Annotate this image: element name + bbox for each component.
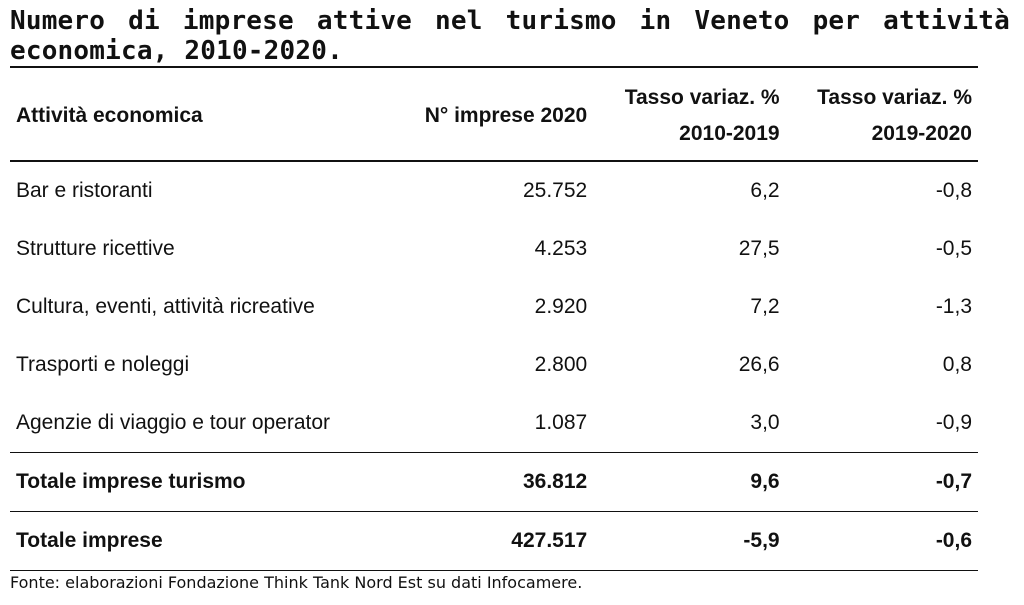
row-change-2019-2020: -1,3	[935, 295, 972, 318]
header-change-2019-2020: Tasso variaz. % 2019-2020	[785, 72, 978, 162]
source-note: Fonte: elaborazioni Fondazione Think Tan…	[10, 573, 583, 592]
row-change-2010-2019: 7,2	[750, 295, 780, 318]
row-count: 2.800	[534, 353, 588, 376]
header-change-2019-2020-period: 2019-2020	[871, 122, 972, 145]
total-all-label: Totale imprese	[10, 511, 392, 571]
enterprises-table: Attività economica N° imprese 2020 Tasso…	[10, 72, 978, 571]
title-divider	[10, 66, 978, 68]
row-change-2010-2019: 3,0	[750, 411, 780, 434]
total-all-change-2010-2019: -5,9	[593, 511, 786, 571]
header-change-2010-2019-label: Tasso variaz. %	[624, 86, 780, 109]
total-tourism-change-2010-2019: 9,6	[593, 452, 786, 512]
row-activity: Cultura, eventi, attività ricreative	[16, 295, 315, 318]
row-change-2019-2020: -0,5	[935, 237, 972, 260]
row-change-2019-2020: 0,8	[942, 353, 972, 376]
table-row: Trasporti e noleggi 2.800 26,6 0,8	[10, 336, 978, 394]
row-change-2019-2020: -0,9	[935, 411, 972, 434]
table-title: Numero di imprese attive nel turismo in …	[10, 6, 1010, 66]
row-change-2010-2019: 27,5	[738, 237, 780, 260]
total-all-count: 427.517	[392, 511, 594, 571]
total-tourism-count: 36.812	[392, 452, 594, 512]
row-activity: Trasporti e noleggi	[16, 353, 190, 376]
total-tourism-label: Totale imprese turismo	[10, 452, 392, 512]
table-row: Strutture ricettive 4.253 27,5 -0,5	[10, 220, 978, 278]
table-row: Agenzie di viaggio e tour operator 1.087…	[10, 394, 978, 453]
row-count: 1.087	[534, 411, 588, 434]
row-activity: Bar e ristoranti	[16, 179, 153, 202]
table-header-row: Attività economica N° imprese 2020 Tasso…	[10, 72, 978, 162]
header-change-2010-2019-period: 2010-2019	[679, 122, 780, 145]
row-count: 25.752	[522, 179, 588, 202]
total-tourism-row: Totale imprese turismo 36.812 9,6 -0,7	[10, 452, 978, 512]
total-tourism-change-2019-2020: -0,7	[785, 452, 978, 512]
row-activity: Strutture ricettive	[16, 237, 175, 260]
row-count: 2.920	[534, 295, 588, 318]
header-count: N° imprese 2020	[392, 72, 594, 162]
header-change-2019-2020-label: Tasso variaz. %	[817, 86, 972, 109]
header-change-2010-2019: Tasso variaz. % 2010-2019	[593, 72, 786, 162]
header-activity: Attività economica	[10, 72, 392, 162]
row-change-2010-2019: 6,2	[750, 179, 780, 202]
row-change-2010-2019: 26,6	[738, 353, 780, 376]
table-row: Bar e ristoranti 25.752 6,2 -0,8	[10, 161, 978, 220]
row-count: 4.253	[534, 237, 588, 260]
total-all-change-2019-2020: -0,6	[785, 511, 978, 571]
row-change-2019-2020: -0,8	[935, 179, 972, 202]
row-activity: Agenzie di viaggio e tour operator	[16, 411, 331, 434]
table-row: Cultura, eventi, attività ricreative 2.9…	[10, 278, 978, 336]
total-all-row: Totale imprese 427.517 -5,9 -0,6	[10, 511, 978, 571]
